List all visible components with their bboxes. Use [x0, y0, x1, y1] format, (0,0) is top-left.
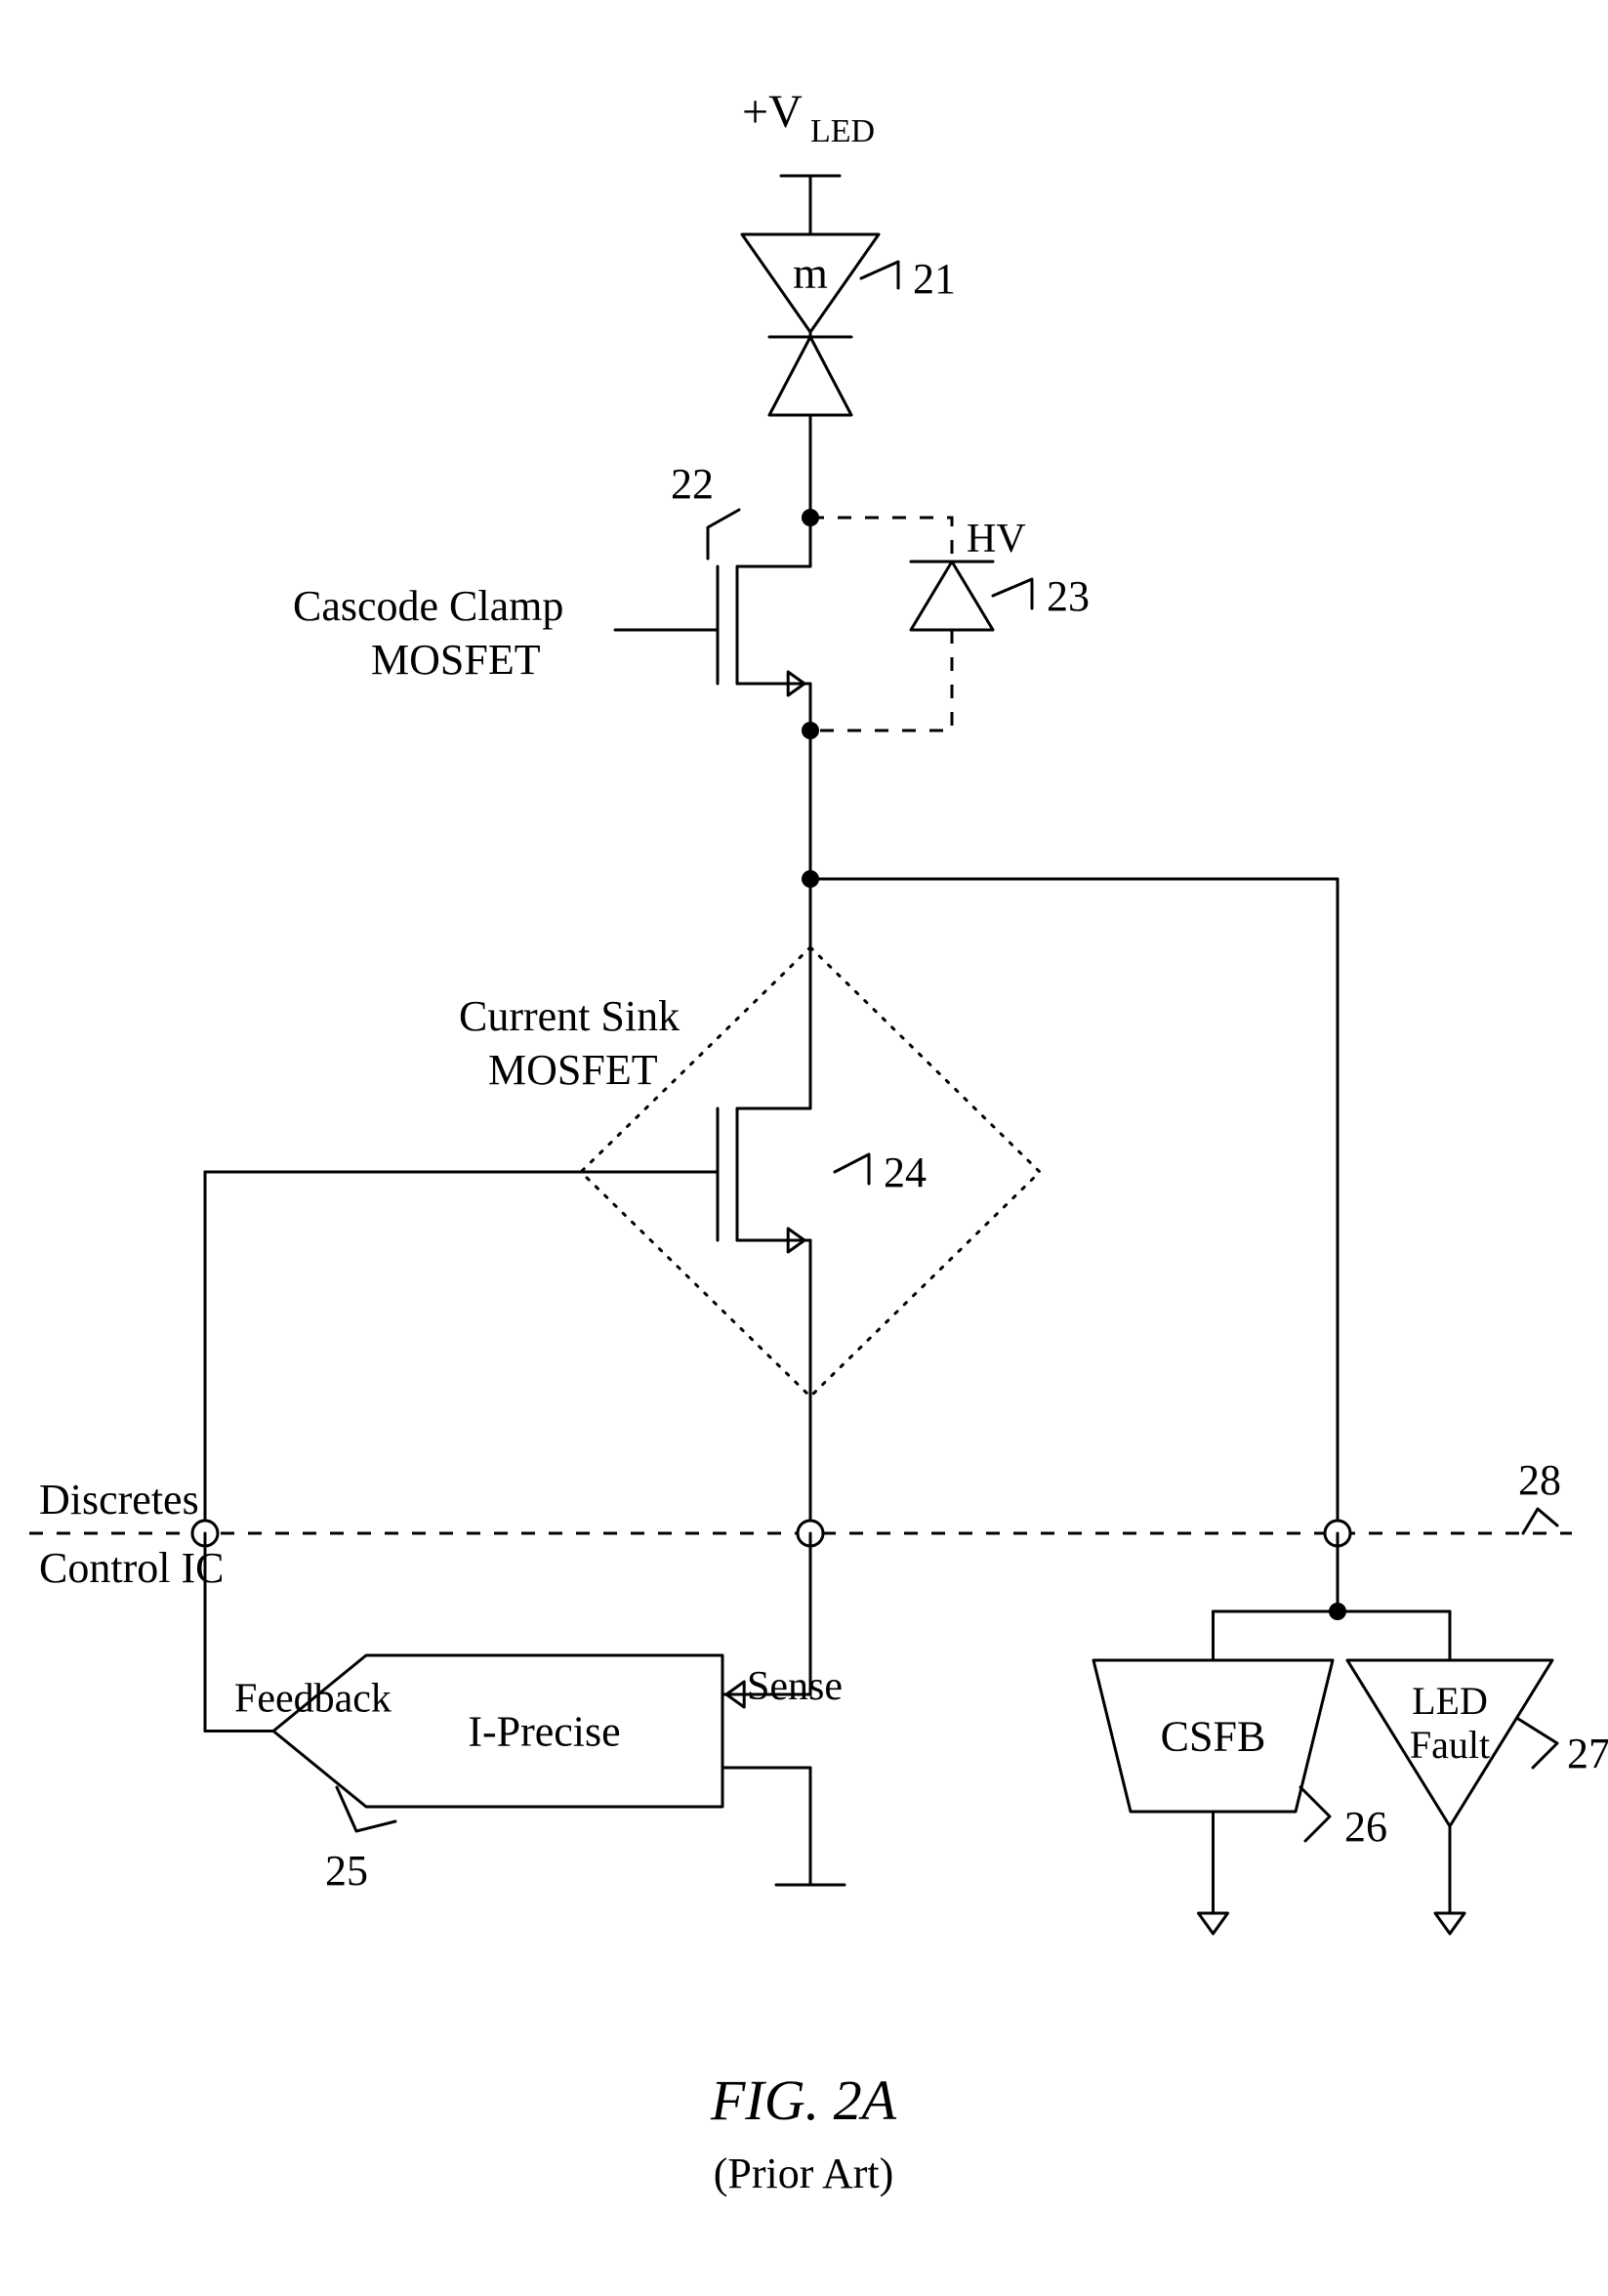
- ref-21: 21: [913, 255, 956, 303]
- discretes-label: Discretes: [39, 1476, 199, 1524]
- wire: [810, 630, 952, 731]
- ref-28: 28: [1518, 1456, 1561, 1504]
- ref-26: 26: [1344, 1803, 1387, 1851]
- wire: [337, 1787, 395, 1831]
- cascode-label-2: MOSFET: [371, 636, 541, 684]
- sense-label: Sense: [747, 1664, 843, 1709]
- supply-label: +V: [742, 86, 803, 138]
- shape: [1199, 1913, 1228, 1934]
- current-sink-label-1: Current Sink: [459, 992, 680, 1040]
- control-ic-label: Control IC: [39, 1544, 224, 1592]
- ref-27: 27: [1567, 1730, 1608, 1777]
- figure-subtitle: (Prior Art): [714, 2150, 894, 2197]
- ref-24: 24: [884, 1148, 927, 1196]
- wire: [1518, 1719, 1557, 1768]
- wire: [708, 510, 739, 559]
- ref-22: 22: [671, 460, 714, 508]
- shape: [1435, 1913, 1464, 1934]
- ref-25: 25: [325, 1847, 368, 1895]
- wire: [993, 579, 1032, 608]
- wire: [1300, 1787, 1330, 1841]
- cascode-label-1: Cascode Clamp: [293, 582, 563, 630]
- wire: [1523, 1509, 1557, 1533]
- figure-title: FIG. 2A: [710, 2068, 897, 2132]
- ref-23: 23: [1047, 572, 1090, 620]
- shape: [769, 337, 851, 415]
- iprecise-label: I-Precise: [468, 1708, 620, 1756]
- wire: [835, 1154, 869, 1184]
- supply-label-sub: LED: [810, 113, 875, 149]
- wire: [810, 518, 952, 562]
- ledfault-label-1: LED: [1412, 1679, 1488, 1723]
- shape: [911, 562, 993, 630]
- current-sink-label-2: MOSFET: [488, 1046, 658, 1094]
- mirror-m-label: m: [793, 248, 828, 298]
- ledfault-label-2: Fault: [1410, 1723, 1490, 1767]
- wire: [861, 262, 898, 288]
- hv-label: HV: [967, 517, 1026, 562]
- csfb-label: CSFB: [1161, 1713, 1266, 1761]
